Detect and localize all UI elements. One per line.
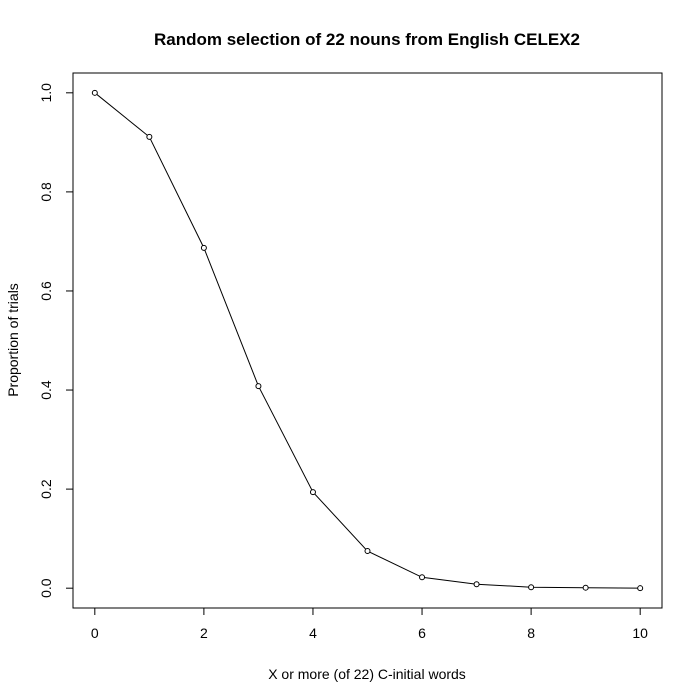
data-point [200,244,207,251]
x-tick-label: 8 [527,625,535,641]
data-point [419,574,426,581]
data-point [364,548,371,555]
y-tick-label: 0.6 [38,281,54,301]
x-tick-label: 2 [200,625,208,641]
x-axis-label: X or more (of 22) C-initial words [268,666,466,682]
y-tick-label: 0.2 [38,479,54,499]
plot-box [72,72,663,609]
y-tick-label: 1.0 [38,83,54,103]
y-tick-label: 0.0 [38,578,54,598]
data-point [582,584,589,591]
data-point [146,133,153,140]
x-tick-label: 0 [91,625,99,641]
y-tick-label: 0.4 [38,380,54,400]
data-point [309,489,316,496]
y-tick-label: 0.8 [38,182,54,202]
x-tick-label: 4 [309,625,317,641]
y-axis-label: Proportion of trials [5,283,21,397]
data-line [94,92,641,589]
x-tick-label: 10 [632,625,648,641]
x-tick-label: 6 [418,625,426,641]
data-point [637,585,644,592]
data-point [528,584,535,591]
chart-title: Random selection of 22 nouns from Englis… [154,30,580,49]
data-point [473,581,480,588]
data-point [255,383,262,390]
data-point [91,89,98,96]
